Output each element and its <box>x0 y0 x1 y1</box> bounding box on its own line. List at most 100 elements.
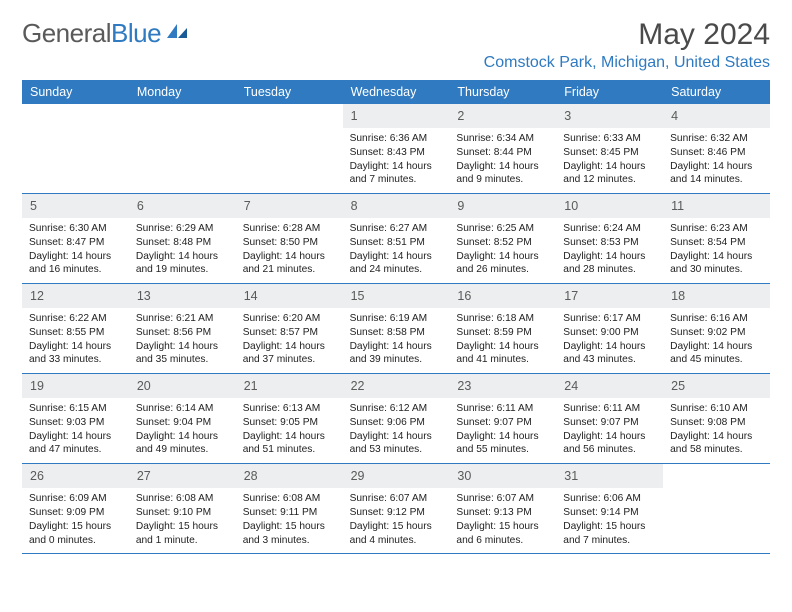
daynum-row: 24 <box>556 374 663 398</box>
day-detail: Sunrise: 6:16 AMSunset: 9:02 PMDaylight:… <box>663 308 770 373</box>
sunset-text: Sunset: 8:56 PM <box>136 326 229 340</box>
day-detail: Sunrise: 6:11 AMSunset: 9:07 PMDaylight:… <box>449 398 556 463</box>
day-number: 24 <box>564 379 578 393</box>
day-number: 17 <box>564 289 578 303</box>
sunset-text: Sunset: 8:44 PM <box>456 146 549 160</box>
day-detail: Sunrise: 6:12 AMSunset: 9:06 PMDaylight:… <box>343 398 450 463</box>
calendar-cell: 10Sunrise: 6:24 AMSunset: 8:53 PMDayligh… <box>556 194 663 283</box>
calendar-cell: 13Sunrise: 6:21 AMSunset: 8:56 PMDayligh… <box>129 284 236 373</box>
daynum-row: 6 <box>129 194 236 218</box>
sunset-text: Sunset: 9:06 PM <box>350 416 443 430</box>
daylight-text: Daylight: 14 hours and 28 minutes. <box>563 250 656 278</box>
day-detail: Sunrise: 6:20 AMSunset: 8:57 PMDaylight:… <box>236 308 343 373</box>
daylight-text: Daylight: 15 hours and 6 minutes. <box>456 520 549 548</box>
calendar-cell <box>663 464 770 553</box>
calendar-cell: 31Sunrise: 6:06 AMSunset: 9:14 PMDayligh… <box>556 464 663 553</box>
day-number: 2 <box>457 109 464 123</box>
calendar-cell: 1 Sunrise: 6:36 AMSunset: 8:43 PMDaylight… <box>343 104 450 193</box>
calendar-cell: 20Sunrise: 6:14 AMSunset: 9:04 PMDayligh… <box>129 374 236 463</box>
daynum-row: 29 <box>343 464 450 488</box>
daylight-text: Daylight: 14 hours and 7 minutes. <box>350 160 443 188</box>
daynum-row: 17 <box>556 284 663 308</box>
sunrise-text: Sunrise: 6:12 AM <box>350 402 443 416</box>
sunrise-text: Sunrise: 6:14 AM <box>136 402 229 416</box>
sunrise-text: Sunrise: 6:25 AM <box>456 222 549 236</box>
calendar-cell: 19Sunrise: 6:15 AMSunset: 9:03 PMDayligh… <box>22 374 129 463</box>
sunrise-text: Sunrise: 6:08 AM <box>243 492 336 506</box>
daylight-text: Daylight: 14 hours and 39 minutes. <box>350 340 443 368</box>
sunrise-text: Sunrise: 6:18 AM <box>456 312 549 326</box>
day-detail: Sunrise: 6:36 AMSunset: 8:43 PMDaylight:… <box>343 128 450 193</box>
sunrise-text: Sunrise: 6:17 AM <box>563 312 656 326</box>
day-number: 11 <box>671 199 684 213</box>
day-header-cell: Thursday <box>449 80 556 104</box>
week-row: 26Sunrise: 6:09 AMSunset: 9:09 PMDayligh… <box>22 464 770 554</box>
calendar-cell: 29 Sunrise: 6:07 AMSunset: 9:12 PMDayligh… <box>343 464 450 553</box>
day-header-cell: Monday <box>129 80 236 104</box>
daynum-row: 23 <box>449 374 556 398</box>
daylight-text: Daylight: 14 hours and 41 minutes. <box>456 340 549 368</box>
calendar-cell <box>22 104 129 193</box>
sunset-text: Sunset: 8:59 PM <box>456 326 549 340</box>
day-number: 29 <box>351 469 365 483</box>
daynum-row: 22 <box>343 374 450 398</box>
title-block: May 2024 Comstock Park, Michigan, United… <box>484 18 770 72</box>
day-number: 27 <box>137 469 151 483</box>
daylight-text: Daylight: 14 hours and 37 minutes. <box>243 340 336 368</box>
day-header-cell: Wednesday <box>343 80 450 104</box>
day-detail: Sunrise: 6:23 AMSunset: 8:54 PMDaylight:… <box>663 218 770 283</box>
day-number <box>30 109 33 123</box>
daynum-row <box>129 104 236 128</box>
sunrise-text: Sunrise: 6:33 AM <box>563 132 656 146</box>
day-detail: Sunrise: 6:15 AMSunset: 9:03 PMDaylight:… <box>22 398 129 463</box>
daylight-text: Daylight: 14 hours and 21 minutes. <box>243 250 336 278</box>
daynum-row: 5 <box>22 194 129 218</box>
calendar-cell: 30Sunrise: 6:07 AMSunset: 9:13 PMDayligh… <box>449 464 556 553</box>
calendar-cell: 16Sunrise: 6:18 AMSunset: 8:59 PMDayligh… <box>449 284 556 373</box>
sunrise-text: Sunrise: 6:30 AM <box>29 222 122 236</box>
sunset-text: Sunset: 8:57 PM <box>243 326 336 340</box>
daynum-row: 12 <box>22 284 129 308</box>
calendar-cell: 12Sunrise: 6:22 AMSunset: 8:55 PMDayligh… <box>22 284 129 373</box>
week-row: 5Sunrise: 6:30 AMSunset: 8:47 PMDaylight… <box>22 194 770 284</box>
calendar-cell: 5Sunrise: 6:30 AMSunset: 8:47 PMDaylight… <box>22 194 129 283</box>
sunrise-text: Sunrise: 6:11 AM <box>563 402 656 416</box>
calendar-cell: 27Sunrise: 6:08 AMSunset: 9:10 PMDayligh… <box>129 464 236 553</box>
calendar-cell: 25Sunrise: 6:10 AMSunset: 9:08 PMDayligh… <box>663 374 770 463</box>
calendar-cell <box>129 104 236 193</box>
day-detail: Sunrise: 6:19 AMSunset: 8:58 PMDaylight:… <box>343 308 450 373</box>
calendar-cell: 7Sunrise: 6:28 AMSunset: 8:50 PMDaylight… <box>236 194 343 283</box>
week-row: 12Sunrise: 6:22 AMSunset: 8:55 PMDayligh… <box>22 284 770 374</box>
day-detail: Sunrise: 6:32 AMSunset: 8:46 PMDaylight:… <box>663 128 770 193</box>
day-detail: Sunrise: 6:11 AMSunset: 9:07 PMDaylight:… <box>556 398 663 463</box>
daylight-text: Daylight: 14 hours and 12 minutes. <box>563 160 656 188</box>
day-number: 18 <box>671 289 685 303</box>
calendar-cell <box>236 104 343 193</box>
day-number: 1 <box>351 109 358 123</box>
calendar-cell: 3Sunrise: 6:33 AMSunset: 8:45 PMDaylight… <box>556 104 663 193</box>
sunrise-text: Sunrise: 6:07 AM <box>456 492 549 506</box>
daynum-row: 19 <box>22 374 129 398</box>
calendar-cell: 28Sunrise: 6:08 AMSunset: 9:11 PMDayligh… <box>236 464 343 553</box>
day-header-row: SundayMondayTuesdayWednesdayThursdayFrid… <box>22 80 770 104</box>
day-detail: Sunrise: 6:09 AMSunset: 9:09 PMDaylight:… <box>22 488 129 553</box>
calendar: SundayMondayTuesdayWednesdayThursdayFrid… <box>22 80 770 554</box>
daynum-row: 31 <box>556 464 663 488</box>
sunrise-text: Sunrise: 6:13 AM <box>243 402 336 416</box>
day-number: 25 <box>671 379 685 393</box>
sunset-text: Sunset: 8:43 PM <box>350 146 443 160</box>
daynum-row: 20 <box>129 374 236 398</box>
calendar-cell: 8Sunrise: 6:27 AMSunset: 8:51 PMDaylight… <box>343 194 450 283</box>
sunset-text: Sunset: 9:12 PM <box>350 506 443 520</box>
day-detail: Sunrise: 6:07 AMSunset: 9:12 PMDaylight:… <box>343 488 450 553</box>
sunset-text: Sunset: 9:08 PM <box>670 416 763 430</box>
day-number: 28 <box>244 469 258 483</box>
daynum-row: 4 <box>663 104 770 128</box>
calendar-cell: 11 Sunrise: 6:23 AMSunset: 8:54 PMDayligh… <box>663 194 770 283</box>
daylight-text: Daylight: 14 hours and 24 minutes. <box>350 250 443 278</box>
calendar-cell: 15Sunrise: 6:19 AMSunset: 8:58 PMDayligh… <box>343 284 450 373</box>
day-detail: Sunrise: 6:30 AMSunset: 8:47 PMDaylight:… <box>22 218 129 283</box>
day-detail: Sunrise: 6:25 AMSunset: 8:52 PMDaylight:… <box>449 218 556 283</box>
daylight-text: Daylight: 14 hours and 30 minutes. <box>670 250 763 278</box>
daylight-text: Daylight: 14 hours and 9 minutes. <box>456 160 549 188</box>
